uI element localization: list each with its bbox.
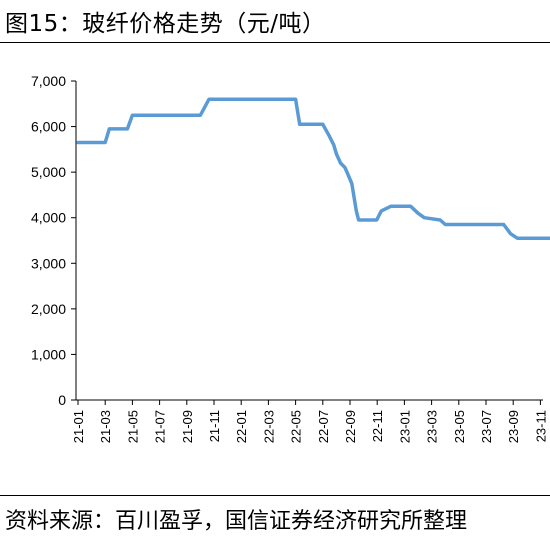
y-tick-label: 7,000 [31,73,66,89]
x-tick-label: 23-03 [425,410,440,443]
figure-title: 图15：玻纤价格走势（元/吨） [5,11,326,37]
x-tick-label: 21-05 [125,410,140,443]
price-line-chart: 0 1,000 2,000 3,000 4,000 5,000 6,000 7,000 21-… [31,73,550,443]
x-tick-label: 21-09 [180,410,195,443]
y-tick-label: 4,000 [31,210,66,226]
y-tick-label: 3,000 [31,255,66,271]
y-tick-label: 1,000 [31,346,66,362]
x-tick-label: 21-07 [153,410,168,443]
x-tick-label: 23-07 [479,410,494,443]
x-tick-label: 22-03 [261,410,276,443]
price-series-line [76,97,550,240]
source-note: 资料来源：百川盈孚，国信证券经济研究所整理 [5,509,468,534]
top-rule [0,42,550,43]
y-tick-label: 5,000 [31,164,66,180]
y-tick-label: 0 [58,392,66,408]
x-tick-label: 22-11 [370,410,385,442]
y-tick-label: 6,000 [31,119,66,135]
x-tick-label: 21-03 [98,410,113,443]
x-tick-label: 22-07 [316,410,331,443]
series-layer [76,97,550,240]
x-tick-label: 23-09 [506,410,521,443]
x-tick-label: 23-11 [533,410,548,442]
x-tick-label: 21-11 [207,410,222,442]
x-tick-label: 22-01 [234,410,249,443]
x-tick-label: 22-09 [343,410,358,443]
x-tick-label: 23-01 [397,410,412,443]
y-tick-label: 2,000 [31,301,66,317]
x-tick-label: 22-05 [289,410,304,443]
x-tick-label: 23-05 [452,410,467,443]
bottom-rule [0,495,550,496]
y-axis: 0 1,000 2,000 3,000 4,000 5,000 6,000 7,000 [31,73,77,408]
x-tick-label: 21-01 [71,410,86,443]
x-axis: 21-01 21-03 21-05 21-07 21-09 21-11 22-01 22-03… [71,399,548,443]
